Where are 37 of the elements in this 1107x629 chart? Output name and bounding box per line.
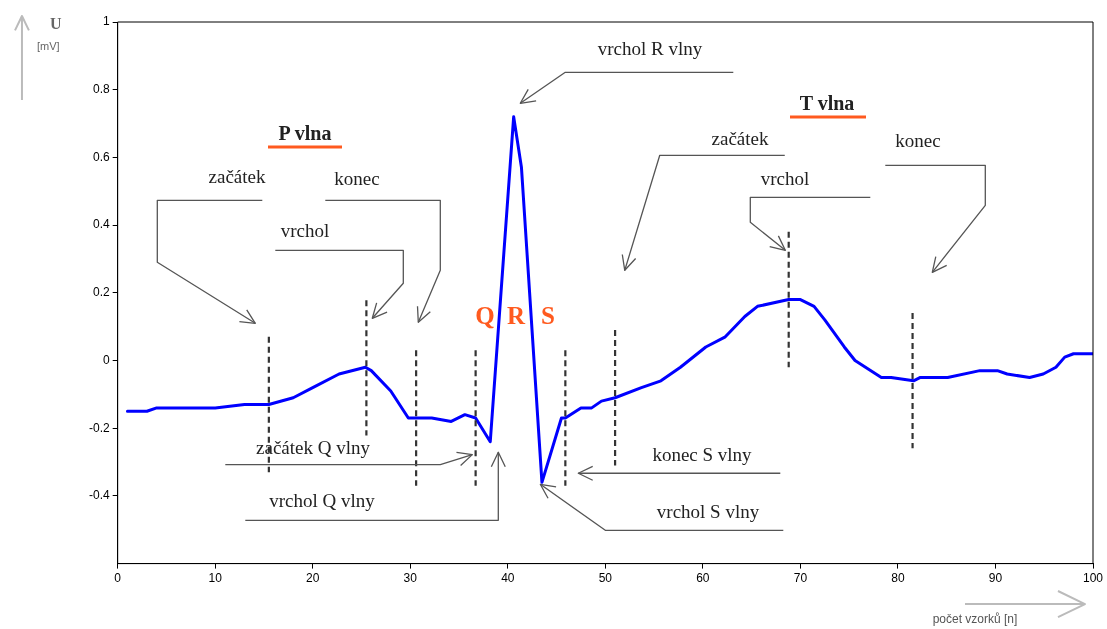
y-tick-label: 0.2	[92, 285, 110, 300]
annotation: vrchol	[760, 167, 810, 189]
annotation: vrchol S vlny	[656, 500, 760, 522]
annotation: T vlna	[799, 92, 855, 115]
y-tick-label: -0.4	[88, 488, 110, 503]
x-tick-label: 10	[208, 571, 223, 586]
annotation: S	[541, 302, 555, 330]
annotation: R	[506, 302, 526, 330]
x-tick-label: 50	[598, 571, 613, 586]
y-tick-label: 0.4	[92, 217, 110, 232]
x-tick-label: 30	[403, 571, 418, 586]
y-tick-label: 0.6	[92, 149, 110, 164]
x-tick-label: 90	[988, 571, 1003, 586]
y-tick-label: -0.2	[88, 420, 110, 435]
annotation: konec S vlny	[652, 443, 753, 465]
y-tick-label: 0	[102, 352, 110, 367]
x-tick-label: 60	[696, 571, 710, 586]
x-tick-label: 70	[793, 571, 808, 586]
annotation: začátek	[711, 127, 769, 149]
annotation: P vlna	[278, 122, 332, 145]
x-tick-label: 0	[114, 571, 122, 586]
annotation: začátek Q vlny	[256, 436, 371, 458]
x-tick-label: 40	[501, 571, 515, 586]
x-tick-label: 100	[1082, 571, 1104, 586]
annotation: vrchol R vlny	[597, 37, 703, 59]
annotation: vrchol Q vlny	[269, 489, 376, 511]
x-axis-title: počet vzorků [n]	[932, 612, 1018, 627]
annotation: konec	[895, 129, 941, 151]
annotation: Q	[475, 302, 495, 330]
annotation: konec	[334, 167, 380, 189]
y-tick-label: 1	[102, 14, 110, 29]
x-tick-label: 20	[306, 571, 320, 586]
x-tick-label: 80	[891, 571, 905, 586]
annotation: začátek	[208, 165, 266, 187]
y-tick-label: 0.8	[92, 82, 110, 97]
annotation: vrchol	[280, 219, 330, 241]
y-axis-title: U [mV]	[37, 15, 62, 53]
